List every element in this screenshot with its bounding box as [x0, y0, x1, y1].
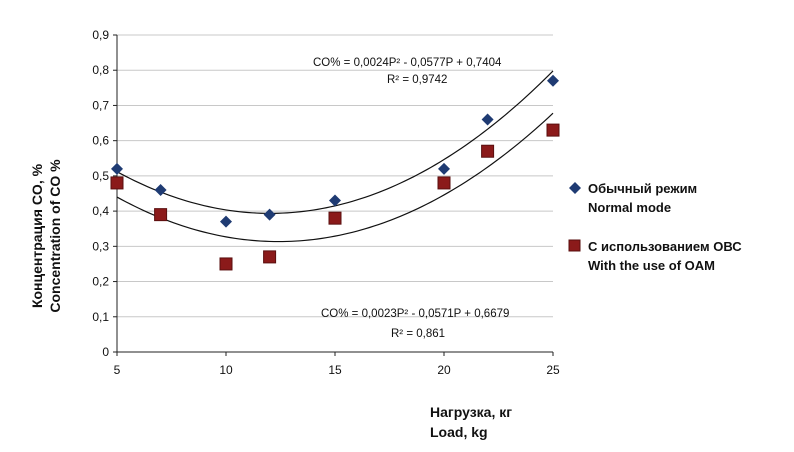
series-2-r2: R² = 0,861: [391, 328, 445, 340]
x-tick-labels: 5 10 15 20 25: [114, 363, 560, 377]
point-series-1: [547, 74, 559, 87]
y-tick-label: 0,6: [92, 134, 109, 148]
x-tick-label: 25: [546, 363, 560, 377]
y-tick-label: 0,3: [92, 239, 109, 253]
x-axis-title-ru: Нагрузка, кг: [430, 404, 512, 420]
x-tick-label: 10: [219, 363, 233, 377]
point-series-1: [438, 162, 450, 175]
legend-label-normal-en: Normal mode: [588, 200, 671, 215]
legend-label-oam-ru: С использованием ОВС: [588, 239, 742, 254]
data-points: [110, 74, 560, 271]
point-series-1: [154, 183, 167, 196]
legend-label-oam-en: With the use of OAM: [588, 258, 715, 273]
y-tick-label: 0,2: [92, 275, 109, 289]
series-2-equation: CO% = 0,0023P² - 0,0571P + 0,6679: [321, 308, 509, 320]
x-axis-title-en: Load, kg: [430, 424, 488, 440]
y-tick-label: 0,5: [92, 169, 109, 183]
x-tick-label: 15: [328, 363, 342, 377]
point-series-2: [546, 123, 560, 137]
legend-marker-normal-mode: [569, 182, 581, 194]
y-tick-label: 0: [102, 345, 109, 359]
y-axis-title-ru: Концентрация CO, %: [29, 163, 45, 308]
x-tick-label: 5: [114, 363, 121, 377]
point-series-1: [263, 208, 276, 221]
legend-label-normal-ru: Обычный режим: [588, 181, 697, 196]
y-tick-labels: 0 0,1 0,2 0,3 0,4 0,5 0,6 0,7 0,8 0,9: [92, 28, 109, 359]
point-series-2: [481, 144, 495, 158]
point-series-1: [481, 113, 494, 126]
legend-marker-oam: [568, 239, 581, 252]
grid: [113, 34, 554, 356]
point-series-1: [329, 194, 341, 207]
y-axis-title-en: Concentration of CO %: [47, 159, 63, 313]
y-tick-label: 0,7: [92, 98, 109, 112]
trendline-series-1: [116, 70, 554, 214]
legend: Обычный режим Normal mode С использовани…: [568, 181, 742, 273]
point-series-2: [219, 257, 233, 271]
trendline-series-2: [116, 112, 554, 243]
y-tick-label: 0,1: [92, 310, 109, 324]
y-tick-label: 0,9: [92, 28, 109, 42]
y-tick-label: 0,4: [92, 204, 109, 218]
point-series-2: [110, 176, 124, 190]
point-series-2: [263, 250, 277, 264]
point-series-1: [220, 215, 232, 228]
series-1-equation: CO% = 0,0024P² - 0,0577P + 0,7404: [313, 57, 502, 69]
x-tick-label: 20: [437, 363, 451, 377]
point-series-1: [111, 162, 123, 175]
point-series-2: [437, 176, 451, 190]
point-series-2: [328, 211, 342, 225]
point-series-2: [154, 208, 168, 222]
y-tick-label: 0,8: [92, 63, 109, 77]
series-1-r2: R² = 0,9742: [387, 74, 447, 86]
axes: [116, 35, 553, 353]
